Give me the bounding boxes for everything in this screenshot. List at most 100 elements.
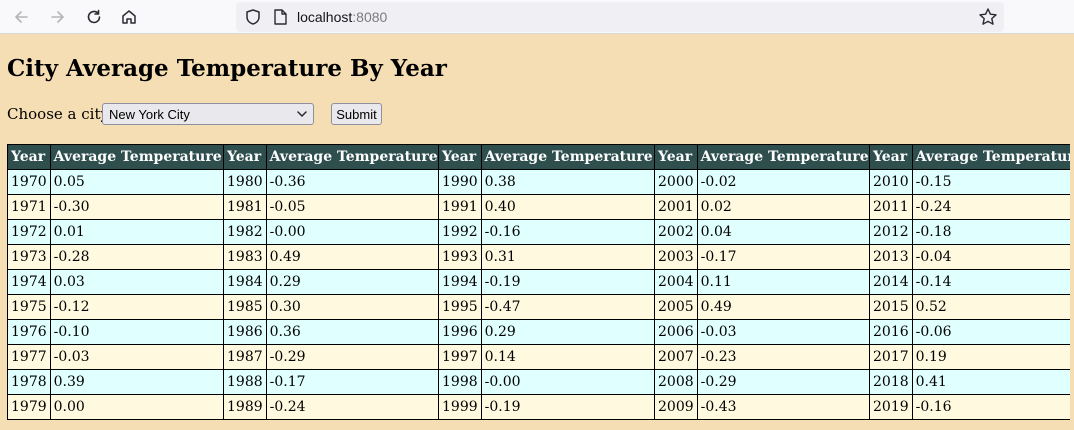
cell-average-temperature: -0.12 xyxy=(49,294,226,320)
table-row: 1987 -0.29 xyxy=(223,344,442,370)
table-row: 2008 -0.29 xyxy=(654,369,873,395)
table-row: 2004 0.11 xyxy=(654,269,873,295)
cell-average-temperature: -0.15 xyxy=(911,169,1074,195)
cell-year: 2002 xyxy=(654,219,698,245)
cell-year: 1993 xyxy=(438,244,482,270)
cell-average-temperature: 0.19 xyxy=(911,344,1074,370)
cell-year: 1995 xyxy=(438,294,482,320)
cell-average-temperature: -0.03 xyxy=(696,319,873,345)
forward-arrow-icon xyxy=(51,11,64,23)
cell-average-temperature: -0.16 xyxy=(480,219,657,245)
table-row: 1985 0.30 xyxy=(223,294,442,320)
temperature-table: Year Average Temperature 1990 0.38 1991 0.40 1… xyxy=(438,144,657,420)
table-row: 2005 0.49 xyxy=(654,294,873,320)
cell-year: 2010 xyxy=(869,169,913,195)
cell-year: 1971 xyxy=(7,194,51,220)
header-average-temperature: Average Temperature xyxy=(696,144,873,170)
address-bar[interactable]: localhost:8080 xyxy=(236,2,1004,32)
home-icon xyxy=(122,10,136,24)
cell-year: 2006 xyxy=(654,319,698,345)
header-year: Year xyxy=(7,144,51,170)
cell-average-temperature: 0.00 xyxy=(49,394,226,420)
table-row: 1990 0.38 xyxy=(438,169,657,195)
cell-year: 1999 xyxy=(438,394,482,420)
table-row: 1983 0.49 xyxy=(223,244,442,270)
reload-icon xyxy=(87,9,101,24)
city-select[interactable]: New York City xyxy=(102,103,314,125)
cell-average-temperature: -0.18 xyxy=(911,219,1074,245)
header-year: Year xyxy=(223,144,267,170)
cell-year: 1996 xyxy=(438,319,482,345)
table-row: 2019 -0.16 xyxy=(869,394,1074,420)
table-row: 2007 -0.23 xyxy=(654,344,873,370)
cell-year: 2019 xyxy=(869,394,913,420)
cell-average-temperature: 0.29 xyxy=(480,319,657,345)
cell-average-temperature: 0.04 xyxy=(696,219,873,245)
table-header-row: Year Average Temperature xyxy=(223,144,442,170)
url-text[interactable]: localhost:8080 xyxy=(297,9,387,25)
cell-year: 2014 xyxy=(869,269,913,295)
home-button[interactable] xyxy=(117,5,141,29)
cell-average-temperature: -0.28 xyxy=(49,244,226,270)
cell-year: 2005 xyxy=(654,294,698,320)
table-row: 1972 0.01 xyxy=(7,219,226,245)
table-row: 2001 0.02 xyxy=(654,194,873,220)
table-row: 2009 -0.43 xyxy=(654,394,873,420)
cell-average-temperature: 0.05 xyxy=(49,169,226,195)
header-year: Year xyxy=(869,144,913,170)
cell-average-temperature: 0.14 xyxy=(480,344,657,370)
cell-average-temperature: 0.11 xyxy=(696,269,873,295)
cell-average-temperature: 0.01 xyxy=(49,219,226,245)
header-year: Year xyxy=(654,144,698,170)
table-row: 1992 -0.16 xyxy=(438,219,657,245)
back-button[interactable] xyxy=(9,5,33,29)
cell-average-temperature: 0.52 xyxy=(911,294,1074,320)
table-row: 1976 -0.10 xyxy=(7,319,226,345)
forward-button[interactable] xyxy=(46,5,70,29)
star-icon[interactable] xyxy=(978,7,998,27)
cell-average-temperature: 0.30 xyxy=(265,294,442,320)
browser-toolbar: localhost:8080 xyxy=(0,0,1074,34)
cell-year: 1975 xyxy=(7,294,51,320)
table-row: 1975 -0.12 xyxy=(7,294,226,320)
table-row: 2010 -0.15 xyxy=(869,169,1074,195)
cell-average-temperature: -0.06 xyxy=(911,319,1074,345)
cell-average-temperature: -0.29 xyxy=(696,369,873,395)
cell-average-temperature: -0.30 xyxy=(49,194,226,220)
table-row: 2012 -0.18 xyxy=(869,219,1074,245)
cell-average-temperature: 0.38 xyxy=(480,169,657,195)
cell-average-temperature: -0.23 xyxy=(696,344,873,370)
table-row: 1993 0.31 xyxy=(438,244,657,270)
cell-average-temperature: -0.17 xyxy=(696,244,873,270)
cell-average-temperature: -0.19 xyxy=(480,394,657,420)
table-row: 1971 -0.30 xyxy=(7,194,226,220)
reload-button[interactable] xyxy=(82,5,106,29)
cell-year: 1978 xyxy=(7,369,51,395)
table-row: 2018 0.41 xyxy=(869,369,1074,395)
cell-year: 1989 xyxy=(223,394,267,420)
cell-year: 2018 xyxy=(869,369,913,395)
cell-year: 1998 xyxy=(438,369,482,395)
table-row: 1998 -0.00 xyxy=(438,369,657,395)
table-row: 1979 0.00 xyxy=(7,394,226,420)
submit-button[interactable]: Submit xyxy=(331,103,382,125)
cell-average-temperature: 0.31 xyxy=(480,244,657,270)
shield-icon[interactable] xyxy=(244,8,262,26)
page-icon xyxy=(274,9,287,25)
cell-year: 1985 xyxy=(223,294,267,320)
table-row: 1994 -0.19 xyxy=(438,269,657,295)
cell-year: 2009 xyxy=(654,394,698,420)
cell-average-temperature: -0.16 xyxy=(911,394,1074,420)
page-content: City Average Temperature By Year Choose … xyxy=(0,35,1074,430)
cell-year: 1980 xyxy=(223,169,267,195)
header-average-temperature: Average Temperature xyxy=(911,144,1074,170)
cell-year: 1973 xyxy=(7,244,51,270)
cell-average-temperature: -0.43 xyxy=(696,394,873,420)
cell-average-temperature: -0.47 xyxy=(480,294,657,320)
url-port: :8080 xyxy=(352,9,388,25)
cell-year: 1987 xyxy=(223,344,267,370)
cell-year: 2013 xyxy=(869,244,913,270)
cell-year: 1992 xyxy=(438,219,482,245)
table-row: 2013 -0.04 xyxy=(869,244,1074,270)
cell-year: 1986 xyxy=(223,319,267,345)
